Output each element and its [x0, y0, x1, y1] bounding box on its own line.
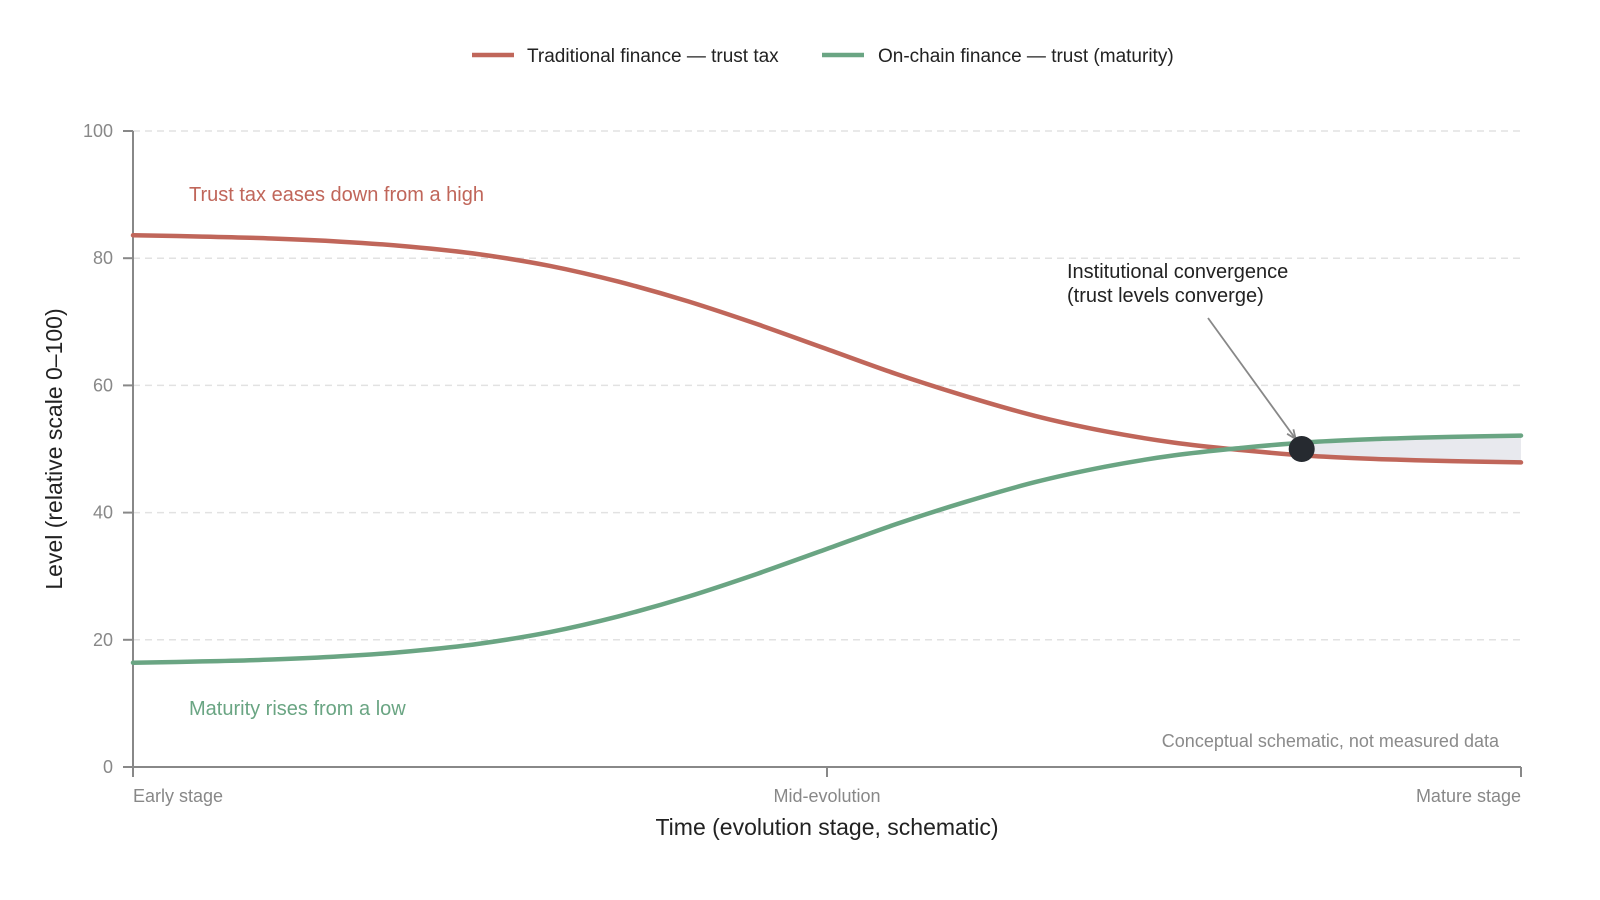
- schematic-note: Conceptual schematic, not measured data: [1162, 731, 1500, 751]
- y-ticks: 0 20 40 60 80 100: [83, 121, 133, 777]
- legend-label-chain: On-chain finance — trust (maturity): [878, 46, 1174, 67]
- y-tick-label: 20: [93, 630, 113, 650]
- trad-annotation: Trust tax eases down from a high: [189, 184, 484, 206]
- y-tick-label: 60: [93, 375, 113, 395]
- convergence-label-line1: Institutional convergence: [1067, 261, 1288, 283]
- y-tick-label: 80: [93, 248, 113, 268]
- y-tick-label: 100: [83, 121, 113, 141]
- gridlines: [133, 130, 1521, 641]
- legend: Traditional finance — trust tax On-chain…: [472, 46, 1174, 67]
- convergence-label-line2: (trust levels converge): [1067, 285, 1264, 307]
- convergence-gap-fill: [1301, 435, 1521, 463]
- series-line-trad: [130, 233, 1524, 465]
- convergence-point: [1288, 436, 1315, 462]
- convergence: [1207, 317, 1315, 462]
- x-ticks: Early stage Mid-evolution Mature stage: [132, 767, 1522, 806]
- gap-fill: [1301, 435, 1521, 463]
- x-tick-label: Mature stage: [1416, 786, 1521, 806]
- x-axis-title: Time (evolution stage, schematic): [655, 814, 998, 840]
- y-tick-label: 40: [93, 503, 113, 523]
- x-tick-label: Mid-evolution: [773, 786, 880, 806]
- convergence-arrow: [1207, 317, 1297, 440]
- chain-annotation: Maturity rises from a low: [189, 698, 406, 720]
- series-line-chain: [130, 433, 1524, 665]
- y-tick-label: 0: [103, 757, 113, 777]
- x-tick-label: Early stage: [133, 786, 223, 806]
- legend-label-trad: Traditional finance — trust tax: [527, 46, 779, 67]
- y-axis-title: Level (relative scale 0–100): [41, 308, 67, 589]
